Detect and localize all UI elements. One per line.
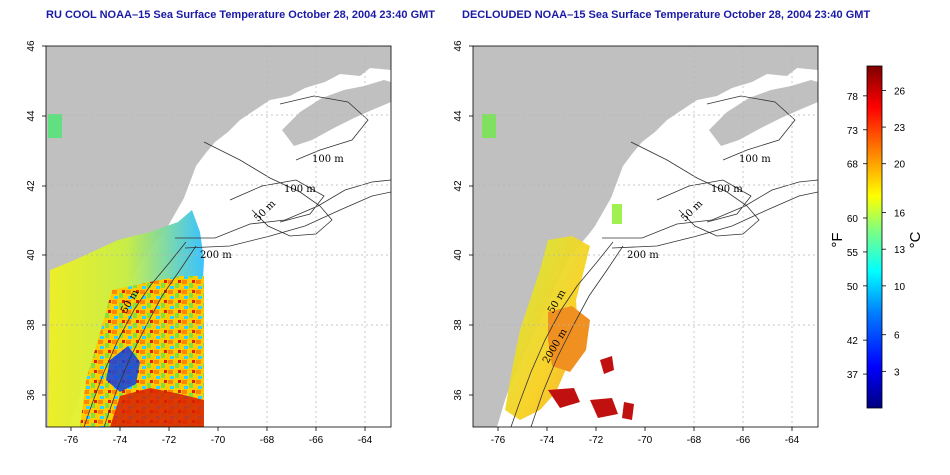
right-lon-tick-label: -70 (638, 435, 653, 446)
fahrenheit-tick-label: 73 (847, 126, 859, 137)
right-lat-tick-label: 36 (453, 389, 464, 401)
left-contour-label: 200 m (200, 250, 232, 261)
left-sst-warm-gulfstream (110, 388, 204, 427)
celsius-unit-label: °C (907, 231, 924, 248)
fahrenheit-tick-label: 55 (847, 248, 859, 259)
right-map-frame (472, 45, 819, 428)
celsius-tick-label: 20 (894, 160, 906, 171)
left-lat-tick-label: 42 (26, 180, 37, 192)
left-lon-tick-label: -72 (162, 435, 177, 446)
left-sst-cold-patch (106, 346, 140, 392)
right-lon-tick-label: -74 (540, 435, 555, 446)
left-contour-label: 100 m (312, 154, 344, 165)
left-lon-tick-label: -64 (358, 435, 373, 446)
right-bathymetry-contours (510, 95, 818, 427)
celsius-tick-label: 23 (894, 123, 906, 134)
colorbar: 26 23 20 16 13 10 6 3 78 73 68 60 55 50 42 37 °F °C (829, 65, 924, 409)
left-lat-tick-label: 44 (26, 110, 37, 122)
left-axis-ticks: -76 -74 -72 -70 -68 -66 -64 46 44 42 40 38 36 (26, 40, 373, 446)
celsius-tick-label: 26 (894, 86, 906, 97)
fahrenheit-tick-label: 60 (847, 214, 859, 225)
right-lon-tick-label: -72 (589, 435, 604, 446)
left-sst-noisy-southern-region (80, 276, 204, 427)
left-lat-tick-label: 38 (26, 319, 37, 331)
right-lat-tick-label: 40 (453, 249, 464, 261)
right-grid (473, 46, 818, 427)
celsius-tick-label: 16 (894, 209, 906, 220)
left-lat-tick-label: 46 (26, 40, 37, 52)
celsius-tick-label: 10 (894, 282, 906, 293)
right-sst-northern-patch (482, 114, 496, 138)
right-nova-scotia (709, 80, 818, 146)
left-contour-label: 100 m (284, 184, 316, 195)
left-lon-tick-label: -74 (113, 435, 128, 446)
left-land-mass (46, 46, 391, 427)
colorbar-gradient (866, 65, 883, 409)
celsius-tick-label: 6 (894, 331, 900, 342)
celsius-tick-label: 3 (894, 367, 900, 378)
fahrenheit-tick-label: 42 (847, 336, 859, 347)
right-lon-tick-label: -66 (736, 435, 751, 446)
right-contour-label: 100 m (711, 184, 743, 195)
right-map-title: DECLOUDED NOAA–15 Sea Surface Temperatur… (462, 9, 871, 21)
right-lat-tick-label: 38 (453, 319, 464, 331)
colorbar-ticks: 26 23 20 16 13 10 6 3 78 73 68 60 55 50 42 37 (847, 86, 906, 381)
right-lat-tick-label: 44 (453, 110, 464, 122)
left-map-content: 100 m 100 m 50 m 200 m 50 m (46, 46, 391, 427)
right-map: 100 m 100 m 50 m 200 m 50 m 2000 m -76 -7… (453, 40, 819, 446)
left-map-frame (45, 45, 392, 428)
right-lon-tick-label: -68 (687, 435, 702, 446)
fahrenheit-tick-label: 50 (847, 282, 859, 293)
right-lat-tick-label: 42 (453, 180, 464, 192)
fahrenheit-tick-label: 68 (847, 160, 859, 171)
celsius-tick-label: 13 (894, 245, 906, 256)
left-grid (46, 46, 391, 427)
right-sst-warm-filament (548, 356, 634, 420)
left-sst-northern-patch (48, 114, 62, 138)
left-lon-tick-label: -70 (211, 435, 226, 446)
left-lat-tick-label: 40 (26, 249, 37, 261)
right-axis-ticks: -76 -74 -72 -70 -68 -66 -64 46 44 42 40 38 36 (453, 40, 800, 446)
right-lon-tick-label: -64 (785, 435, 800, 446)
fahrenheit-tick-label: 37 (847, 370, 859, 381)
left-nova-scotia (282, 80, 391, 146)
right-lon-tick-label: -76 (491, 435, 506, 446)
right-contour-label: 100 m (739, 154, 771, 165)
left-lon-tick-label: -66 (309, 435, 324, 446)
right-sst-offshore-patch (612, 204, 622, 224)
right-sst-coastal-swath (505, 236, 590, 420)
left-lat-tick-label: 36 (26, 389, 37, 401)
left-map-title: RU COOL NOAA–15 Sea Surface Temperature … (46, 9, 436, 21)
left-lon-tick-label: -76 (64, 435, 79, 446)
fahrenheit-unit-label: °F (829, 232, 846, 247)
right-map-content: 100 m 100 m 50 m 200 m 50 m 2000 m (473, 46, 818, 427)
left-map: 100 m 100 m 50 m 200 m 50 m -76 -74 -72 -70… (26, 40, 392, 446)
right-contour-label: 200 m (627, 250, 659, 261)
fahrenheit-tick-label: 78 (847, 92, 859, 103)
left-lon-tick-label: -68 (260, 435, 275, 446)
right-land-mass (473, 46, 818, 427)
right-lat-tick-label: 46 (453, 40, 464, 52)
